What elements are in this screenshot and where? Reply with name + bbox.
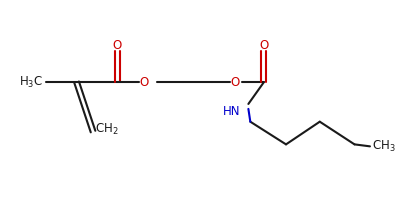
Text: O: O — [230, 76, 240, 89]
Text: O: O — [259, 39, 268, 52]
Text: O: O — [112, 39, 122, 52]
Text: O: O — [140, 76, 149, 89]
Text: H$_3$C: H$_3$C — [19, 75, 43, 90]
Text: CH$_3$: CH$_3$ — [372, 139, 396, 154]
Text: CH$_2$: CH$_2$ — [95, 122, 118, 137]
Text: HN: HN — [223, 105, 241, 118]
